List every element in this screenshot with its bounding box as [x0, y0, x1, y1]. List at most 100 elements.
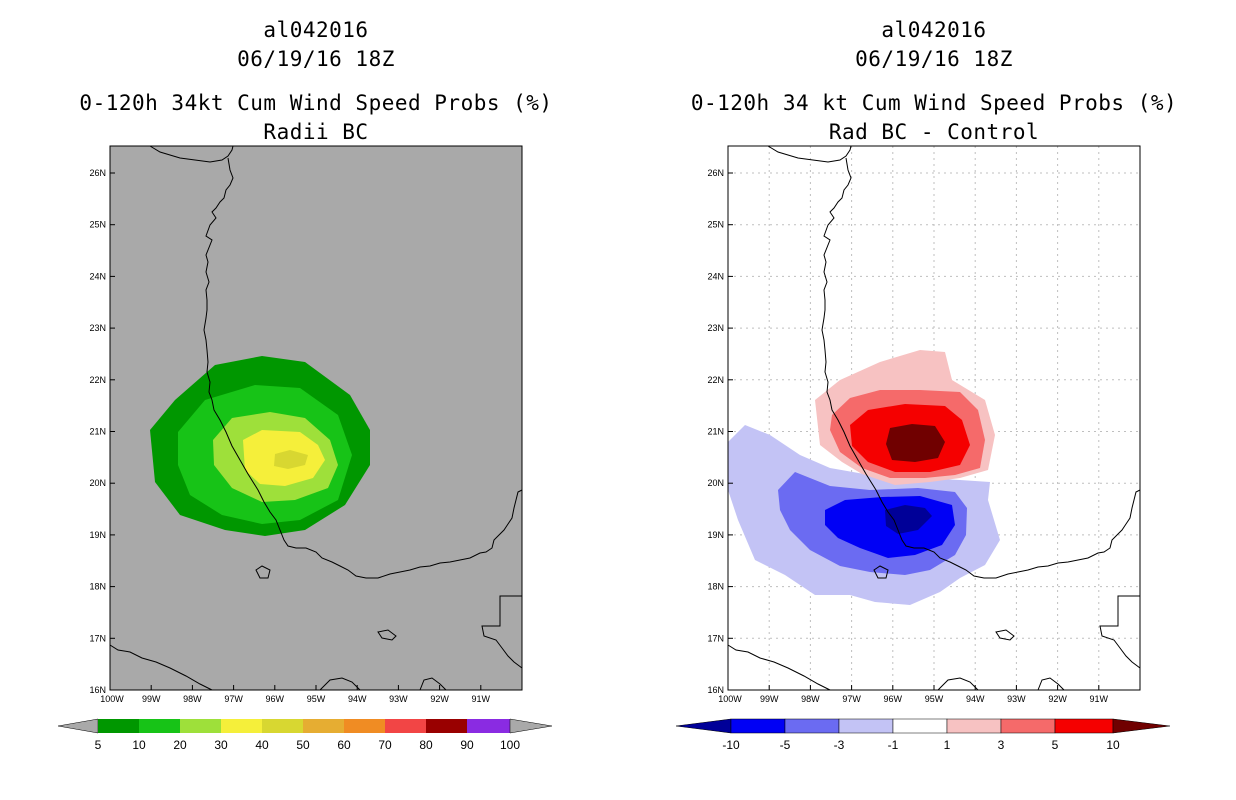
- left-lon-label: 98W: [183, 694, 202, 704]
- left-probability-contours: [150, 356, 370, 536]
- right-lat-label: 19N: [707, 530, 724, 540]
- left-colorbar-labels: 5 10 20 30 40 50 60 70 80 90 100: [95, 738, 521, 752]
- right-colorbar-label: 10: [1106, 738, 1120, 752]
- left-lon-label: 99W: [142, 694, 161, 704]
- left-colorbar-swatch-10: [139, 719, 180, 733]
- right-coastline-island-2: [995, 629, 1015, 641]
- left-colorbar-swatch-5: [98, 719, 139, 733]
- left-colorbar-swatch-70: [385, 719, 426, 733]
- left-lat-label: 20N: [89, 478, 106, 488]
- right-lat-label: 16N: [707, 685, 724, 695]
- left-colorbar-label: 40: [255, 738, 269, 752]
- right-lon-label: 97W: [842, 694, 861, 704]
- left-colorbar-label: 20: [173, 738, 187, 752]
- left-lon-label: 95W: [307, 694, 326, 704]
- right-negative-contours: [728, 425, 1000, 605]
- right-lon-label: 96W: [884, 694, 903, 704]
- left-colorbar-label: 80: [419, 738, 433, 752]
- left-axes: 100W 99W 98W 97W 96W 95W 94W 93W 92W 91W 16N 17N 18N…: [89, 168, 490, 704]
- right-lat-label: 25N: [707, 220, 724, 230]
- right-colorbar-low-arrow: [675, 718, 732, 734]
- left-title-product: 0-120h 34kt Cum Wind Speed Probs (%): [79, 91, 553, 115]
- left-colorbar-label: 100: [500, 738, 520, 752]
- left-coastline-east-border: [481, 595, 523, 669]
- right-title-datetime: 06/19/16 18Z: [855, 47, 1013, 71]
- left-lat-label: 19N: [89, 530, 106, 540]
- left-coastlines: [109, 145, 523, 691]
- right-positive-contours: [815, 350, 995, 485]
- left-title-storm-id: al042016: [263, 18, 369, 42]
- right-lon-label: 91W: [1090, 694, 1109, 704]
- left-colorbar-swatch-50: [303, 719, 344, 733]
- right-lat-label: 17N: [707, 633, 724, 643]
- right-lon-label: 94W: [966, 694, 985, 704]
- left-colorbar-label: 30: [214, 738, 228, 752]
- right-lat-label: 21N: [707, 427, 724, 437]
- left-coastline-island-2: [377, 629, 397, 641]
- right-lon-label: 93W: [1007, 694, 1026, 704]
- left-colorbar-swatch-40: [262, 719, 303, 733]
- right-coastline-mexico-gulf: [767, 145, 1141, 579]
- right-coastline-south: [727, 644, 1065, 691]
- left-lon-label: 91W: [472, 694, 491, 704]
- left-lon-label: 97W: [224, 694, 243, 704]
- right-colorbar-swatch-pos1: [946, 718, 1002, 734]
- right-coastline-island-1: [873, 565, 889, 579]
- right-lat-label: 26N: [707, 168, 724, 178]
- left-colorbar-low-arrow: [57, 718, 99, 734]
- contour-40pct: [274, 450, 308, 469]
- right-lat-label: 22N: [707, 375, 724, 385]
- left-colorbar-swatch-90: [467, 719, 510, 733]
- left-lat-label: 21N: [89, 427, 106, 437]
- right-title-subtitle: Rad BC - Control: [828, 120, 1040, 144]
- left-lon-label: 100W: [100, 694, 124, 704]
- right-colorbar-swatch-neg3: [838, 718, 894, 734]
- left-lat-label: 16N: [89, 685, 106, 695]
- right-lat-label: 24N: [707, 271, 724, 281]
- right-lat-label: 18N: [707, 582, 724, 592]
- left-colorbar-label: 70: [378, 738, 392, 752]
- left-colorbar-swatch-60: [344, 719, 385, 733]
- left-lon-label: 94W: [348, 694, 367, 704]
- left-colorbar-swatch-80: [426, 719, 467, 733]
- left-lat-label: 17N: [89, 633, 106, 643]
- right-colorbar-label: 3: [998, 738, 1005, 752]
- left-coastline-mexico-gulf: [149, 145, 523, 579]
- left-lat-label: 23N: [89, 323, 106, 333]
- left-lon-label: 93W: [389, 694, 408, 704]
- right-colorbar-swatch-pos3: [1000, 718, 1056, 734]
- right-colorbar-swatch-pos5: [1054, 718, 1114, 734]
- left-colorbar-high-arrow: [509, 718, 553, 734]
- right-coastlines: [727, 145, 1141, 691]
- right-colorbar-label: -5: [780, 738, 791, 752]
- right-axes: 100W 99W 98W 97W 96W 95W 94W 93W 92W 91W 16N 17N 18N…: [707, 168, 1108, 704]
- left-colorbar-swatch-30: [221, 719, 262, 733]
- right-lat-label: 23N: [707, 323, 724, 333]
- left-coastline-south: [109, 644, 447, 691]
- right-colorbar-high-arrow: [1112, 718, 1171, 734]
- right-colorbar-label: -10: [722, 738, 740, 752]
- left-colorbar-label: 10: [132, 738, 146, 752]
- contour-pos-10: [886, 424, 945, 462]
- right-colorbar-label: -3: [834, 738, 845, 752]
- left-colorbar-swatch-20: [180, 719, 221, 733]
- right-title-storm-id: al042016: [881, 18, 987, 42]
- right-lon-label: 99W: [760, 694, 779, 704]
- right-colorbar-swatch-neg10: [730, 718, 786, 734]
- left-lat-label: 24N: [89, 271, 106, 281]
- right-colorbar-swatch-neutral: [892, 718, 948, 734]
- right-lon-label: 98W: [801, 694, 820, 704]
- left-map-panel: 100W 99W 98W 97W 96W 95W 94W 93W 92W 91W 16N 17N 18N…: [57, 145, 553, 752]
- right-map-panel: 100W 99W 98W 97W 96W 95W 94W 93W 92W 91W 16N 17N 18N…: [675, 145, 1171, 752]
- left-title-datetime: 06/19/16 18Z: [237, 47, 395, 71]
- left-colorbar-label: 60: [337, 738, 351, 752]
- left-colorbar-label: 90: [460, 738, 474, 752]
- right-lon-label: 92W: [1048, 694, 1067, 704]
- left-lon-label: 96W: [266, 694, 285, 704]
- left-coastline-island-1: [255, 565, 271, 579]
- right-colorbar-label: 5: [1052, 738, 1059, 752]
- left-lat-label: 26N: [89, 168, 106, 178]
- left-lat-label: 22N: [89, 375, 106, 385]
- left-colorbar-label: 5: [95, 738, 102, 752]
